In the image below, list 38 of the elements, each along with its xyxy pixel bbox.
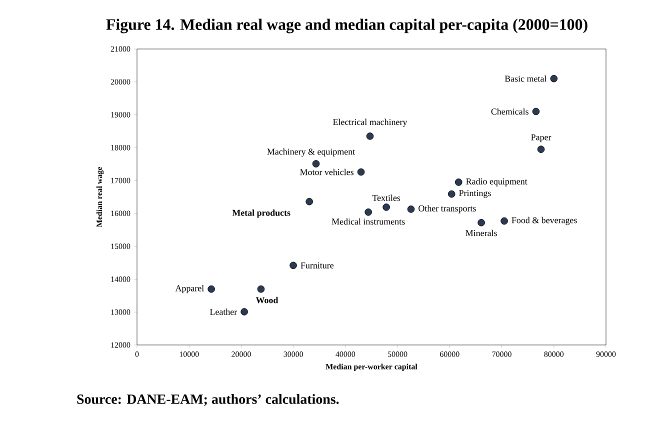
annotation: Minerals — [466, 230, 497, 236]
point — [532, 108, 540, 116]
annotation: Food & beverages — [512, 216, 577, 226]
point — [357, 168, 365, 176]
annotation: Motor vehicles — [300, 168, 354, 176]
point — [312, 160, 320, 168]
point — [407, 206, 415, 213]
point — [306, 198, 313, 206]
point — [240, 308, 248, 316]
annotation: Radio equipment — [466, 178, 528, 186]
annotation: Electrical machinery — [333, 118, 408, 127]
point — [382, 204, 390, 211]
point — [478, 218, 485, 226]
point — [364, 208, 372, 216]
annotation: Furniture — [300, 262, 334, 268]
point — [537, 146, 545, 153]
point — [208, 285, 215, 293]
annotation: Paper — [531, 134, 552, 142]
annotation: Medical instruments — [332, 218, 405, 225]
source-note: Source: DANE-EAM; authors’ calculations. — [77, 394, 339, 406]
annotation: Leather — [210, 308, 238, 315]
annotation: Printings — [459, 190, 491, 198]
point — [257, 285, 265, 293]
chart-title: Figure 14. Median real wage and median capital per-capita (2000=100) — [106, 18, 588, 34]
annotation: Textiles — [372, 194, 400, 201]
annotation: Other transports — [418, 205, 476, 214]
point — [550, 74, 558, 82]
annotation: Metal products — [232, 210, 290, 218]
annotation: Basic metal — [504, 75, 547, 82]
point — [500, 217, 508, 225]
point — [290, 262, 297, 270]
annotation: Machinery & equipment — [267, 148, 356, 157]
annotation: Chemicals — [491, 108, 528, 115]
annotation: Wood — [256, 296, 278, 304]
point — [454, 178, 462, 186]
point — [366, 132, 374, 140]
annotation: Apparel — [175, 285, 204, 294]
point — [448, 190, 456, 198]
